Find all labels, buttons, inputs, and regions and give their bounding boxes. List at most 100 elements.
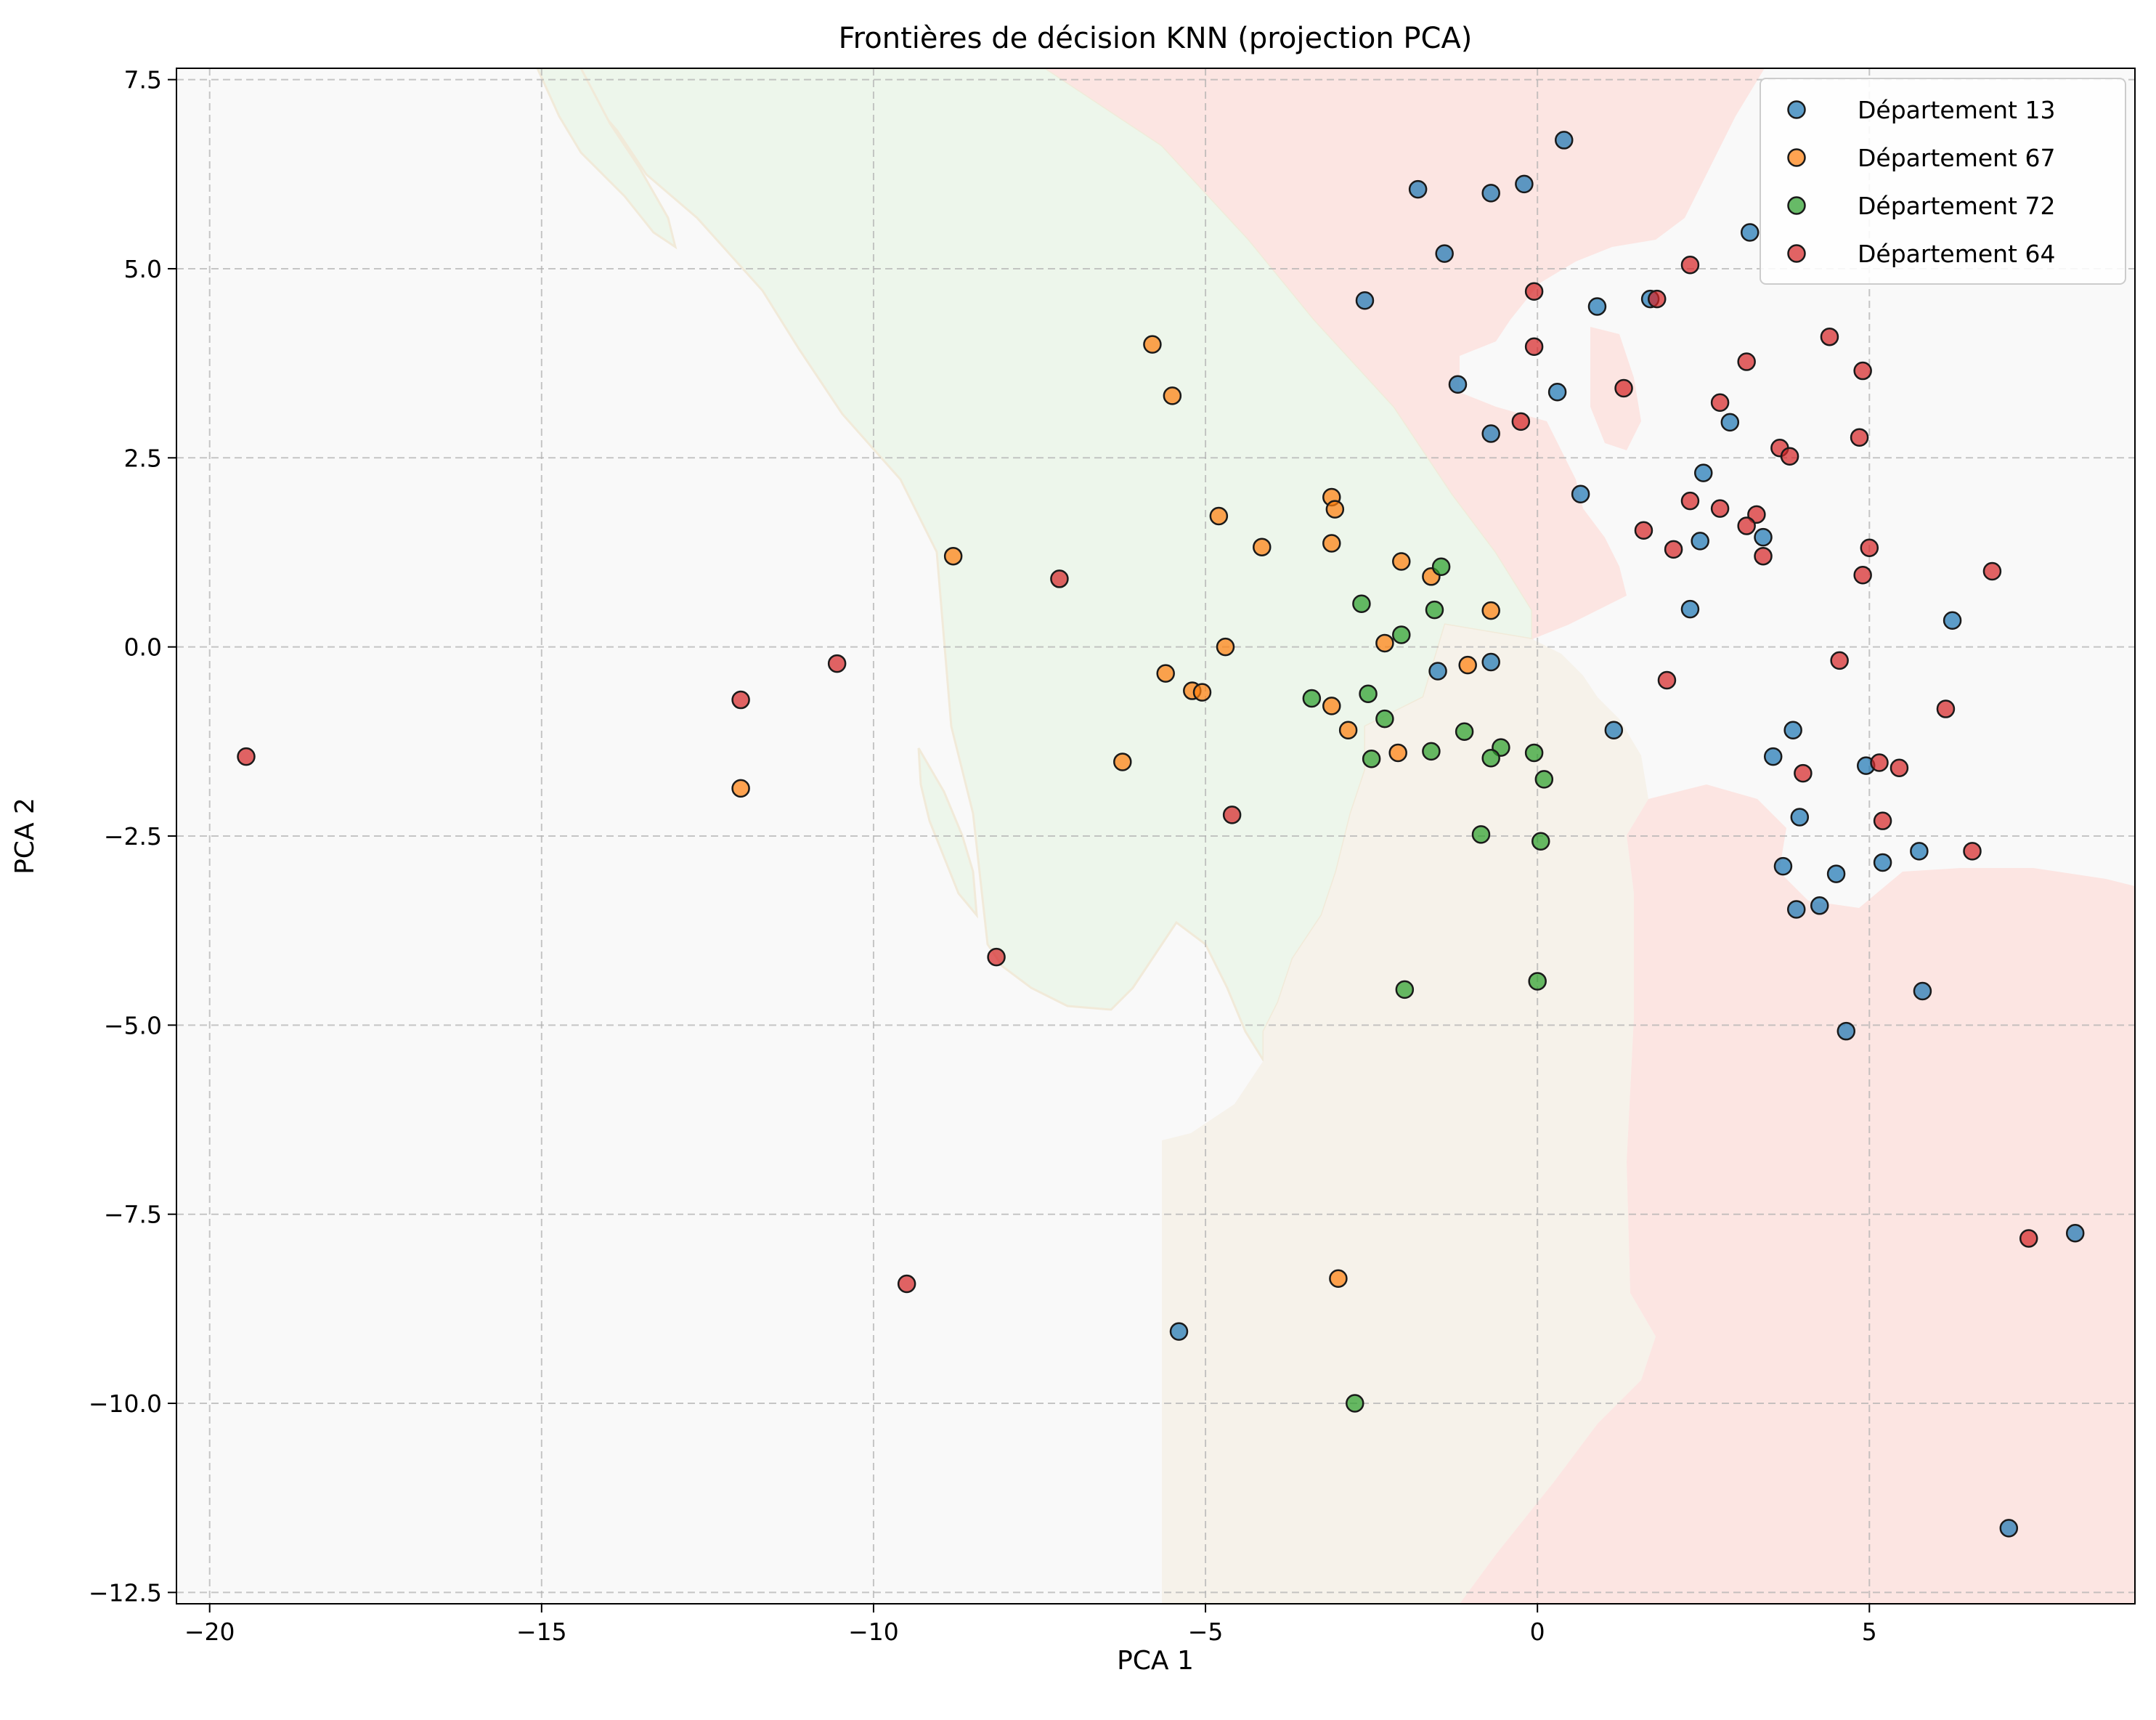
plot-area xyxy=(176,68,2136,1605)
point-departement-64 xyxy=(1860,538,1879,557)
x-tick-label: 5 xyxy=(1862,1618,1877,1646)
region-departement-64-bottom xyxy=(1460,784,2135,1604)
region-departement-72-top xyxy=(536,68,678,250)
point-departement-13 xyxy=(1604,721,1624,739)
point-departement-64 xyxy=(1873,811,1892,830)
point-departement-64 xyxy=(1050,569,1069,588)
point-departement-13 xyxy=(1836,1021,1856,1041)
point-departement-72 xyxy=(1531,832,1550,851)
legend-label: Département 64 xyxy=(1858,240,2055,268)
point-departement-72 xyxy=(1346,1394,1364,1413)
region-departement-72 xyxy=(537,68,1534,1065)
point-departement-13 xyxy=(1740,223,1760,242)
point-departement-64 xyxy=(1853,565,1872,585)
point-departement-64 xyxy=(1737,352,1756,371)
y-tick-label: 7.5 xyxy=(124,66,162,94)
data-points xyxy=(237,131,2085,1538)
region-departement-72-strip xyxy=(917,747,978,919)
chart-title: Frontières de décision KNN (projection P… xyxy=(839,22,1473,55)
point-departement-13 xyxy=(1547,382,1567,402)
legend: Département 13 Département 67 Département … xyxy=(1760,78,2126,285)
point-departement-13 xyxy=(1169,1322,1189,1341)
point-departement-64 xyxy=(1710,499,1730,518)
point-departement-13 xyxy=(1913,981,1932,1001)
point-departement-13 xyxy=(1873,853,1892,872)
point-departement-67 xyxy=(1322,697,1341,715)
point-departement-13 xyxy=(1355,291,1375,310)
legend-marker xyxy=(1787,196,1806,215)
legend-label: Département 67 xyxy=(1858,144,2055,172)
point-departement-67 xyxy=(1156,664,1175,683)
point-departement-64 xyxy=(1853,361,1872,381)
point-departement-72 xyxy=(1375,709,1394,729)
point-departement-64 xyxy=(1850,428,1869,447)
point-departement-64 xyxy=(1524,282,1544,301)
point-departement-67 xyxy=(1338,721,1358,739)
point-departement-67 xyxy=(1392,552,1411,571)
point-departement-72 xyxy=(1528,972,1547,991)
point-departement-13 xyxy=(1790,808,1810,827)
point-departement-13 xyxy=(1571,484,1590,504)
point-departement-13 xyxy=(1587,297,1607,316)
point-departement-67 xyxy=(1325,500,1345,519)
point-departement-13 xyxy=(1763,747,1783,766)
legend-marker xyxy=(1787,244,1806,263)
point-departement-72 xyxy=(1425,600,1444,620)
legend-label: Département 72 xyxy=(1858,192,2055,220)
legend-marker xyxy=(1787,148,1806,167)
point-departement-64 xyxy=(731,690,750,710)
point-departement-13 xyxy=(1481,184,1500,203)
point-departement-64 xyxy=(1524,337,1544,356)
point-departement-67 xyxy=(1375,633,1394,653)
legend-label: Département 13 xyxy=(1858,96,2055,124)
legend-box xyxy=(1760,78,2126,285)
point-departement-67 xyxy=(1388,743,1407,763)
point-departement-64 xyxy=(237,747,256,766)
point-departement-72 xyxy=(1471,825,1491,844)
point-departement-67 xyxy=(1216,637,1235,657)
point-departement-64 xyxy=(1511,412,1531,431)
point-departement-67 xyxy=(1253,538,1272,556)
point-departement-72 xyxy=(1481,748,1500,768)
y-tick-label: −2.5 xyxy=(104,822,162,851)
point-departement-13 xyxy=(1783,721,1802,739)
point-departement-64 xyxy=(827,654,847,673)
point-departement-64 xyxy=(2019,1229,2038,1248)
point-departement-72 xyxy=(1395,980,1415,999)
point-departement-72 xyxy=(1302,689,1322,708)
point-departement-64 xyxy=(1820,327,1839,346)
point-departement-64 xyxy=(1634,521,1653,540)
point-departement-64 xyxy=(897,1274,916,1294)
point-departement-13 xyxy=(1481,652,1500,672)
point-departement-72 xyxy=(1422,742,1441,761)
point-departement-67 xyxy=(1143,335,1162,354)
point-departement-13 xyxy=(1435,244,1454,263)
legend-marker xyxy=(1787,100,1806,119)
point-departement-13 xyxy=(1786,900,1806,919)
point-departement-67 xyxy=(1322,534,1341,553)
point-departement-64 xyxy=(987,947,1006,967)
point-departement-72 xyxy=(1392,625,1411,644)
point-departement-13 xyxy=(1826,864,1846,883)
point-departement-13 xyxy=(1555,131,1574,150)
point-departement-67 xyxy=(1163,386,1182,405)
decision-regions xyxy=(536,68,2135,1604)
region-departement-67 xyxy=(1162,625,1656,1604)
point-departement-13 xyxy=(1448,375,1468,394)
point-departement-64 xyxy=(1657,670,1677,690)
point-departement-13 xyxy=(1773,856,1793,876)
point-departement-13 xyxy=(1691,532,1709,551)
point-departement-64 xyxy=(1963,842,1982,861)
point-departement-72 xyxy=(1352,594,1371,614)
point-departement-13 xyxy=(1999,1519,2019,1538)
point-departement-67 xyxy=(1329,1269,1348,1288)
point-departement-13 xyxy=(1943,611,1962,630)
point-departement-13 xyxy=(1481,424,1500,443)
point-departement-64 xyxy=(1889,758,1909,778)
point-departement-72 xyxy=(1524,743,1544,763)
point-departement-64 xyxy=(1664,540,1683,559)
point-departement-64 xyxy=(1737,516,1756,535)
point-departement-67 xyxy=(731,779,750,798)
y-tick-label: −7.5 xyxy=(104,1201,162,1229)
